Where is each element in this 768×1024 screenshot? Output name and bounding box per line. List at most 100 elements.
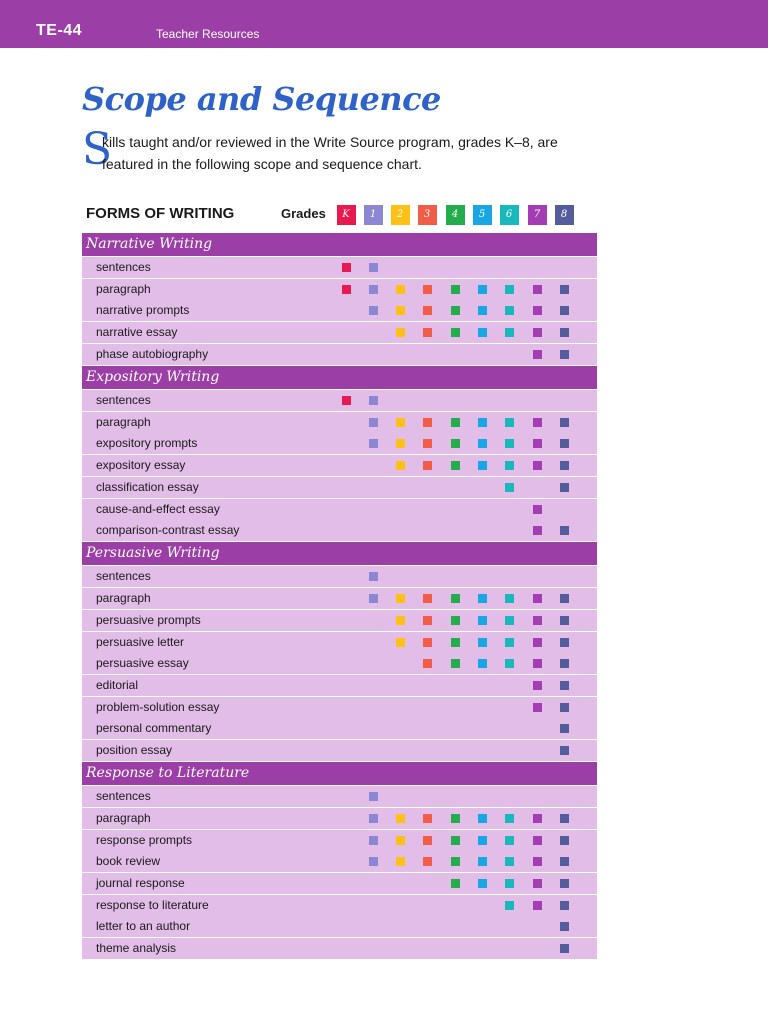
page-title: Scope and Sequence bbox=[82, 80, 441, 118]
grade-marker-4 bbox=[450, 615, 460, 625]
grade-marker-2 bbox=[395, 594, 405, 604]
row-label: expository essay bbox=[96, 458, 186, 473]
row-label: sentences bbox=[96, 393, 151, 407]
table-row: journal response bbox=[82, 873, 597, 894]
grade-marker-7 bbox=[532, 615, 542, 625]
row-label: expository prompts bbox=[96, 436, 198, 451]
grade-marker-1 bbox=[368, 857, 378, 867]
grade-marker-8 bbox=[559, 615, 569, 625]
row-label: comparison-contrast essay bbox=[96, 523, 240, 538]
grade-marker-6 bbox=[504, 813, 514, 823]
grade-box-1: 1 bbox=[363, 205, 383, 225]
grade-marker-6 bbox=[504, 900, 514, 910]
grade-marker-6 bbox=[504, 835, 514, 845]
grade-marker-6 bbox=[504, 306, 514, 316]
grade-box-8: 8 bbox=[554, 205, 574, 225]
grade-marker-6 bbox=[504, 461, 514, 471]
grade-marker-2 bbox=[395, 461, 405, 471]
grade-marker-7 bbox=[532, 835, 542, 845]
grade-marker-1 bbox=[368, 594, 378, 604]
table-row: letter to an author bbox=[82, 916, 597, 938]
grade-marker-6 bbox=[504, 482, 514, 492]
grade-marker-k bbox=[341, 284, 351, 294]
grade-marker-6 bbox=[504, 879, 514, 888]
drop-cap: S bbox=[82, 124, 113, 175]
grade-marker-8 bbox=[559, 835, 569, 845]
grade-marker-5 bbox=[477, 615, 487, 625]
grade-marker-8 bbox=[559, 944, 569, 954]
table-row: narrative essay bbox=[82, 322, 597, 344]
grade-marker-4 bbox=[450, 461, 460, 471]
row-label: letter to an author bbox=[96, 919, 191, 934]
grade-marker-7 bbox=[532, 349, 542, 359]
grade-marker-k bbox=[341, 263, 351, 272]
grade-marker-5 bbox=[477, 306, 487, 316]
section-title: Narrative Writing bbox=[86, 236, 213, 252]
grade-box-7: 7 bbox=[527, 205, 547, 225]
grade-marker-7 bbox=[532, 328, 542, 338]
grade-marker-7 bbox=[532, 306, 542, 316]
grade-marker-7 bbox=[532, 461, 542, 471]
grade-marker-8 bbox=[559, 659, 569, 669]
grade-marker-1 bbox=[368, 835, 378, 845]
grade-marker-7 bbox=[532, 900, 542, 910]
grade-marker-8 bbox=[559, 482, 569, 492]
grade-marker-8 bbox=[559, 680, 569, 690]
table-row: personal commentary bbox=[82, 718, 597, 740]
grade-marker-5 bbox=[477, 637, 487, 647]
grade-marker-8 bbox=[559, 900, 569, 910]
grade-marker-3 bbox=[422, 417, 432, 427]
grade-marker-4 bbox=[450, 306, 460, 316]
grade-marker-6 bbox=[504, 637, 514, 647]
row-label: sentences bbox=[96, 569, 151, 584]
grade-marker-5 bbox=[477, 835, 487, 845]
grade-marker-6 bbox=[504, 439, 514, 449]
grade-marker-3 bbox=[422, 594, 432, 604]
grade-marker-8 bbox=[559, 637, 569, 647]
grade-marker-8 bbox=[559, 306, 569, 316]
grade-marker-1 bbox=[368, 417, 378, 427]
grade-marker-2 bbox=[395, 328, 405, 338]
grade-box-5: 5 bbox=[472, 205, 492, 225]
header-bar: TE-44 Teacher Resources bbox=[0, 0, 768, 48]
table-row: problem-solution essay bbox=[82, 696, 597, 718]
grade-marker-5 bbox=[477, 284, 487, 294]
grade-marker-8 bbox=[559, 328, 569, 338]
table-row: response to literature bbox=[82, 894, 597, 916]
grade-box-4: 4 bbox=[445, 205, 465, 225]
grade-marker-4 bbox=[450, 417, 460, 427]
grade-marker-7 bbox=[532, 439, 542, 449]
table-row: paragraph bbox=[82, 278, 597, 300]
grade-marker-5 bbox=[477, 879, 487, 888]
grade-marker-7 bbox=[532, 504, 542, 514]
table-row: paragraph bbox=[82, 411, 597, 433]
section-title: Persuasive Writing bbox=[86, 545, 220, 562]
grade-marker-1 bbox=[368, 284, 378, 294]
table-row: persuasive prompts bbox=[82, 609, 597, 631]
grade-marker-7 bbox=[532, 680, 542, 690]
grade-marker-3 bbox=[422, 615, 432, 625]
grade-marker-7 bbox=[532, 637, 542, 647]
grade-marker-3 bbox=[422, 306, 432, 316]
grade-marker-6 bbox=[504, 615, 514, 625]
row-label: classification essay bbox=[96, 479, 199, 494]
row-label: book review bbox=[96, 854, 161, 869]
grade-marker-8 bbox=[559, 724, 569, 734]
grade-marker-1 bbox=[368, 396, 378, 405]
section-band: Narrative Writing bbox=[82, 233, 597, 256]
grade-marker-4 bbox=[450, 328, 460, 338]
grade-marker-6 bbox=[504, 328, 514, 338]
grade-marker-6 bbox=[504, 659, 514, 669]
grade-marker-7 bbox=[532, 526, 542, 536]
grade-marker-2 bbox=[395, 813, 405, 823]
grade-marker-5 bbox=[477, 439, 487, 449]
grade-marker-6 bbox=[504, 417, 514, 427]
grade-marker-7 bbox=[532, 659, 542, 669]
section-band: Response to Literature bbox=[82, 762, 597, 786]
grade-box-6: 6 bbox=[499, 205, 519, 225]
grade-marker-5 bbox=[477, 813, 487, 823]
grade-marker-1 bbox=[368, 813, 378, 823]
grade-marker-6 bbox=[504, 594, 514, 604]
table-row: sentences bbox=[82, 566, 597, 588]
grade-marker-8 bbox=[559, 813, 569, 823]
